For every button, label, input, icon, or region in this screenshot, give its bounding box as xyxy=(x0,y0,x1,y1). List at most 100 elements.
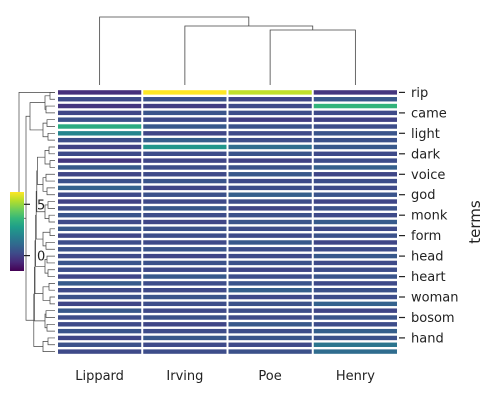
heatmap-cell xyxy=(313,322,397,327)
heatmap-cell xyxy=(58,322,142,327)
heatmap-cell xyxy=(313,342,397,347)
heatmap-cell xyxy=(313,287,397,293)
heatmap-cell xyxy=(228,103,312,109)
heatmap-cell xyxy=(228,301,312,307)
heatmap-cell xyxy=(228,274,312,279)
dendrogram-link xyxy=(48,214,55,223)
heatmap-cell xyxy=(143,165,227,170)
heatmap-cell xyxy=(143,247,227,252)
heatmap-cell xyxy=(58,185,142,191)
heatmap-cell xyxy=(58,192,142,197)
heatmap-cell xyxy=(58,267,142,272)
row-tick-label: rip xyxy=(411,86,428,101)
heatmap-cell xyxy=(58,90,142,95)
heatmap-cell xyxy=(313,212,397,218)
heatmap-cell xyxy=(58,178,142,184)
heatmap-cell xyxy=(58,342,142,347)
heatmap-cell xyxy=(143,308,227,313)
heatmap-cell xyxy=(313,294,397,300)
row-tick-label: heart xyxy=(411,270,446,285)
heatmap-cell xyxy=(58,328,142,334)
heatmap-cell xyxy=(313,328,397,334)
heatmap-cell xyxy=(228,281,312,286)
column-tick-labels: Lippard Irving Poe Henry xyxy=(75,369,375,384)
heatmap-cell xyxy=(228,206,312,211)
heatmap-cell xyxy=(58,165,142,170)
dendrogram-link xyxy=(45,310,55,318)
heatmap-cell xyxy=(143,226,227,232)
heatmap-cell xyxy=(313,117,397,122)
dendrogram-link xyxy=(47,132,55,141)
heatmap-cell xyxy=(143,131,227,136)
heatmap-cell xyxy=(58,199,142,204)
heatmap-cell xyxy=(58,233,142,238)
heatmap-cell xyxy=(58,219,142,225)
heatmap-cell xyxy=(143,328,227,334)
heatmap-cell xyxy=(313,247,397,252)
dendrogram-link xyxy=(45,242,55,250)
dendrogram-link xyxy=(99,16,250,85)
dendrogram-link xyxy=(33,293,43,347)
heatmap-cell xyxy=(313,97,397,102)
heatmap-cell xyxy=(58,335,142,341)
heatmap-cell xyxy=(143,90,227,95)
dendrogram-link xyxy=(48,146,55,155)
heatmap-cell xyxy=(313,144,397,150)
dendrogram-link xyxy=(48,283,55,291)
heatmap-cell xyxy=(228,219,312,225)
heatmap-cell xyxy=(228,267,312,272)
heatmap-cell xyxy=(313,192,397,197)
dendrogram-link xyxy=(49,160,55,168)
heatmap-cell xyxy=(58,158,142,163)
heatmap-cell xyxy=(143,219,227,225)
heatmap-cell xyxy=(228,124,312,129)
row-dendrogram xyxy=(18,92,55,352)
heatmap-cell xyxy=(143,281,227,286)
heatmap-cell xyxy=(313,240,397,245)
heatmap-cell xyxy=(228,131,312,136)
heatmap-cell xyxy=(58,97,142,102)
heatmap-cell xyxy=(58,172,142,177)
heatmap-cell xyxy=(143,294,227,300)
heatmap-cell xyxy=(143,199,227,204)
heatmap-cell xyxy=(313,199,397,204)
row-tick-label: head xyxy=(411,250,443,265)
heatmap-cell xyxy=(228,178,312,184)
heatmap-cell xyxy=(143,144,227,150)
heatmap-cell xyxy=(228,192,312,197)
heatmap-cell xyxy=(228,151,312,156)
heatmap-cell xyxy=(313,226,397,232)
row-tick-label: form xyxy=(411,229,441,244)
heatmap-cell xyxy=(313,260,397,266)
heatmap-cell xyxy=(58,240,142,245)
heatmap-cell xyxy=(228,199,312,204)
dendrogram-link xyxy=(269,29,356,85)
heatmap-cell xyxy=(228,260,312,266)
dendrogram-link xyxy=(49,92,55,100)
heatmap-cell xyxy=(143,315,227,320)
heatmap-cell xyxy=(143,267,227,272)
heatmap-cell xyxy=(143,253,227,259)
heatmap-cell xyxy=(58,212,142,218)
dendrogram-link xyxy=(47,269,55,277)
dendrogram-link xyxy=(45,105,55,114)
heatmap-cell xyxy=(228,165,312,170)
dendrogram-link xyxy=(46,255,55,264)
dendrogram-link xyxy=(46,323,55,332)
heatmap-cell xyxy=(228,137,312,143)
row-tick-label: light xyxy=(411,127,440,142)
heatmap-cell xyxy=(143,117,227,122)
colorbar: 05 xyxy=(10,192,45,271)
heatmap-cell xyxy=(313,349,397,354)
heatmap-cell xyxy=(58,247,142,252)
heatmap-cell xyxy=(143,110,227,116)
dendrogram-link xyxy=(25,115,34,321)
dendrogram-link xyxy=(42,341,55,352)
heatmap-cell xyxy=(143,158,227,163)
heatmap-cell xyxy=(58,131,142,136)
heatmap-cell xyxy=(228,315,312,320)
heatmap-cell xyxy=(58,137,142,143)
heatmap-cell xyxy=(228,144,312,150)
heatmap-cell xyxy=(143,274,227,279)
heatmap-cell xyxy=(58,226,142,232)
